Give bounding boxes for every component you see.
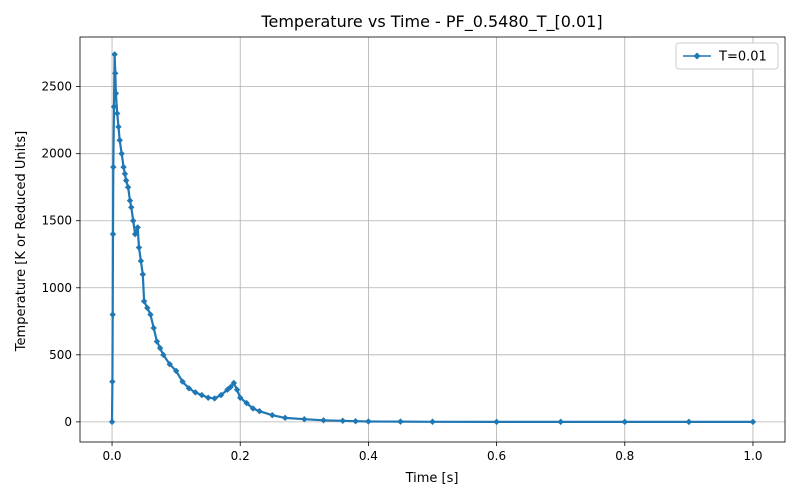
data-point <box>397 418 404 425</box>
x-tick-label: 0.2 <box>231 449 250 463</box>
data-point <box>237 394 244 401</box>
x-ticks: 0.0 0.2 0.4 0.6 0.8 1.0 <box>102 442 763 463</box>
data-point <box>140 297 148 305</box>
data-point <box>179 378 186 385</box>
data-point <box>113 110 121 117</box>
data-point <box>493 418 500 426</box>
data-point <box>110 103 118 110</box>
data-point <box>320 417 327 424</box>
data-point <box>156 344 164 352</box>
data-point <box>109 378 116 385</box>
data-point <box>115 123 122 131</box>
data-point <box>144 304 151 312</box>
data-point <box>122 177 130 184</box>
data-point <box>135 244 143 251</box>
y-tick-label: 500 <box>49 348 72 362</box>
y-tick-label: 2000 <box>41 147 72 161</box>
data-point <box>233 386 241 393</box>
y-ticks: 0 500 1000 1500 2000 2500 <box>41 80 80 429</box>
y-tick-label: 1000 <box>41 281 72 295</box>
data-point <box>109 311 116 318</box>
data-point <box>121 170 129 177</box>
data-point <box>429 418 436 425</box>
x-tick-label: 0.0 <box>102 449 121 463</box>
legend-marker <box>693 52 701 60</box>
data-point <box>281 414 289 422</box>
data-point <box>116 137 123 144</box>
data-point <box>621 418 628 426</box>
legend-box <box>675 42 779 70</box>
data-point <box>109 230 117 238</box>
data-point <box>365 418 372 425</box>
data-point <box>192 389 199 396</box>
chart-title: Temperature vs Time - PF_0.5480_T_[0.01] <box>260 12 602 32</box>
data-point <box>211 395 218 402</box>
data-point <box>118 150 125 157</box>
data-point <box>131 230 139 238</box>
data-point <box>256 407 263 415</box>
data-point <box>120 163 127 171</box>
data-point <box>185 385 193 392</box>
data-point <box>129 217 137 224</box>
y-tick-label: 1500 <box>41 214 72 228</box>
data-point <box>153 338 161 345</box>
data-point <box>557 418 564 426</box>
series-layer <box>108 51 757 426</box>
data-point <box>230 379 238 387</box>
data-point <box>227 383 234 391</box>
data-point <box>111 51 118 58</box>
x-tick-label: 0.8 <box>615 449 634 463</box>
data-point <box>112 90 120 97</box>
data-point <box>112 70 119 77</box>
x-tick-label: 1.0 <box>743 449 762 463</box>
data-point <box>134 224 141 231</box>
data-point <box>126 197 134 204</box>
data-point <box>108 418 116 426</box>
data-point <box>166 361 173 368</box>
data-point <box>685 418 693 426</box>
data-point <box>198 391 205 399</box>
grid <box>80 37 785 442</box>
x-tick-label: 0.4 <box>359 449 378 463</box>
data-point <box>217 391 225 399</box>
data-point <box>128 204 135 211</box>
data-point <box>124 183 132 191</box>
data-point <box>339 417 346 425</box>
series-line <box>110 53 753 423</box>
data-point <box>249 405 257 412</box>
y-axis-label: Temperature [K or Reduced Units] <box>14 131 29 352</box>
data-point <box>204 394 212 401</box>
data-point <box>147 311 154 318</box>
data-point <box>150 324 157 332</box>
data-point <box>139 271 147 278</box>
x-axis-label: Time [s] <box>405 471 459 486</box>
data-point <box>749 418 757 426</box>
legend-label: T=0.01 <box>718 50 767 65</box>
y-tick-label: 2500 <box>41 80 72 94</box>
data-point <box>110 163 117 171</box>
data-point <box>172 367 180 375</box>
data-point <box>352 418 359 425</box>
data-point <box>269 411 276 419</box>
data-point <box>301 416 308 423</box>
y-tick-label: 0 <box>64 415 72 429</box>
x-tick-label: 0.6 <box>487 449 506 463</box>
data-point <box>137 257 145 265</box>
data-point <box>243 399 250 407</box>
legend: T=0.01 <box>675 42 779 70</box>
data-point <box>160 351 167 359</box>
plot-frame <box>79 36 786 443</box>
